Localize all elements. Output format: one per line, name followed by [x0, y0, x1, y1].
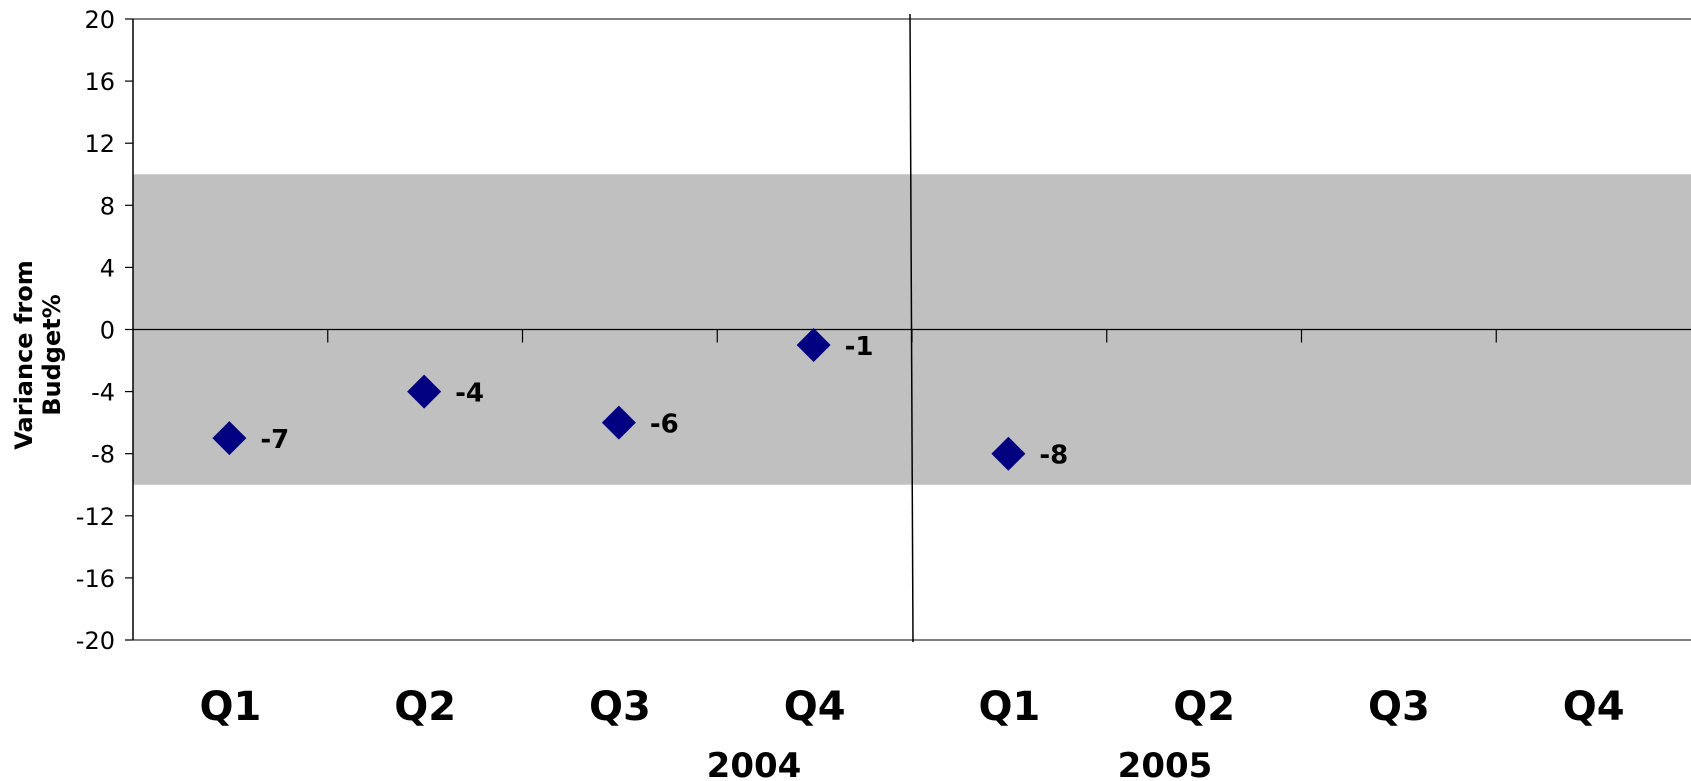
- data-point-marker: [991, 436, 1026, 471]
- y-tick-label: -16: [76, 565, 115, 593]
- data-point-label: -6: [650, 410, 679, 440]
- x-axis-categories: Q1 Q2 Q3 Q4 Q1 Q2 Q3 Q4: [199, 684, 1624, 730]
- y-tick-label: -8: [91, 441, 115, 469]
- data-point-marker: [796, 328, 831, 363]
- y-tick-label: 16: [84, 68, 115, 96]
- data-point-label: -4: [455, 379, 484, 409]
- y-tick-label: 4: [100, 254, 115, 282]
- y-tick-label: 0: [100, 317, 115, 345]
- data-point-label: -1: [845, 332, 874, 362]
- year-divider: [909, 13, 914, 643]
- x-category-label: Q2: [1173, 684, 1235, 730]
- x-group-label: 2004: [707, 746, 802, 781]
- y-axis-label-line: Variance from: [10, 260, 38, 449]
- data-point-marker: [212, 421, 247, 456]
- data-point-label: -7: [260, 425, 289, 455]
- data-points: -7 -4 -6 -1 -8: [212, 328, 1068, 471]
- x-category-label: Q3: [1368, 684, 1430, 730]
- y-tick-label: -12: [76, 503, 115, 531]
- y-tick-label: 8: [100, 192, 115, 220]
- y-tick-label: -20: [76, 627, 115, 655]
- y-axis-label: Variance fromBudget%: [10, 260, 66, 449]
- x-category-label: Q1: [199, 684, 261, 730]
- y-axis-label-line: Budget%: [38, 294, 66, 416]
- y-tick-label: 20: [84, 6, 115, 34]
- y-tick-label: 12: [84, 130, 115, 158]
- x-group-label: 2005: [1118, 746, 1213, 781]
- data-point-label: -8: [1039, 441, 1068, 471]
- data-point-marker: [407, 374, 442, 409]
- y-axis-ticks: 20 16 12 8 4 0 -4 -8 -12 -16 -20: [76, 6, 133, 655]
- y-tick-label: -4: [91, 379, 115, 407]
- x-category-label: Q4: [1563, 684, 1625, 730]
- x-category-label: Q3: [589, 684, 651, 730]
- data-point-marker: [601, 405, 636, 440]
- x-category-label: Q4: [784, 684, 846, 730]
- x-axis-groups: 2004 2005: [707, 746, 1213, 781]
- x-category-label: Q1: [978, 684, 1040, 730]
- x-category-label: Q2: [394, 684, 456, 730]
